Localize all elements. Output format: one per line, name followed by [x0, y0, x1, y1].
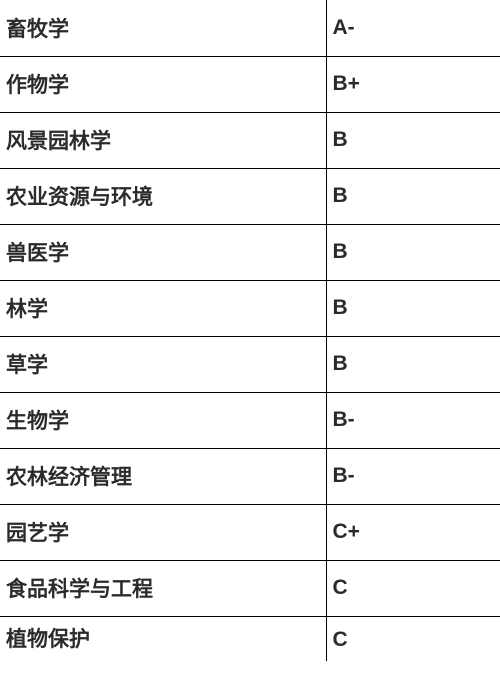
subject-cell: 生物学	[0, 392, 326, 448]
grade-cell: B+	[326, 56, 500, 112]
table-row: 植物保护 C	[0, 616, 500, 661]
grade-cell: A-	[326, 0, 500, 56]
table-body: 畜牧学 A- 作物学 B+ 风景园林学 B 农业资源与环境 B 兽医学 B 林学…	[0, 0, 500, 661]
table-row: 园艺学 C+	[0, 504, 500, 560]
table-row: 风景园林学 B	[0, 112, 500, 168]
subject-cell: 园艺学	[0, 504, 326, 560]
subject-cell: 风景园林学	[0, 112, 326, 168]
subject-cell: 兽医学	[0, 224, 326, 280]
grade-cell: C	[326, 616, 500, 661]
subject-cell: 草学	[0, 336, 326, 392]
subject-cell: 农业资源与环境	[0, 168, 326, 224]
subject-cell: 林学	[0, 280, 326, 336]
table-row: 农林经济管理 B-	[0, 448, 500, 504]
subject-cell: 作物学	[0, 56, 326, 112]
grade-cell: B-	[326, 392, 500, 448]
subject-cell: 食品科学与工程	[0, 560, 326, 616]
grade-cell: B-	[326, 448, 500, 504]
grade-cell: B	[326, 224, 500, 280]
grade-cell: B	[326, 280, 500, 336]
grade-cell: C+	[326, 504, 500, 560]
table-row: 食品科学与工程 C	[0, 560, 500, 616]
table-row: 生物学 B-	[0, 392, 500, 448]
table-row: 畜牧学 A-	[0, 0, 500, 56]
table-row: 兽医学 B	[0, 224, 500, 280]
grade-cell: B	[326, 168, 500, 224]
subject-cell: 植物保护	[0, 616, 326, 661]
grades-table: 畜牧学 A- 作物学 B+ 风景园林学 B 农业资源与环境 B 兽医学 B 林学…	[0, 0, 500, 661]
table-row: 作物学 B+	[0, 56, 500, 112]
table-row: 草学 B	[0, 336, 500, 392]
grade-cell: B	[326, 112, 500, 168]
subject-cell: 畜牧学	[0, 0, 326, 56]
table-row: 林学 B	[0, 280, 500, 336]
grade-cell: C	[326, 560, 500, 616]
grade-cell: B	[326, 336, 500, 392]
table-row: 农业资源与环境 B	[0, 168, 500, 224]
subject-cell: 农林经济管理	[0, 448, 326, 504]
